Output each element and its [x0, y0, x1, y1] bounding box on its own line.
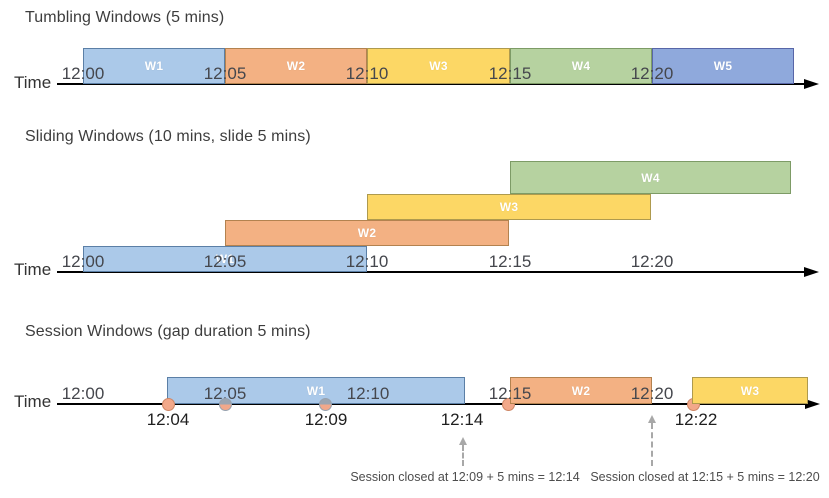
window-box-tumbling-w4: W4: [510, 48, 652, 84]
dashed-arrow-shaft: [651, 423, 653, 466]
axis-tick-label: 12:10: [345, 64, 389, 83]
window-label: W4: [641, 170, 660, 185]
axis-tick-label: 12:00: [61, 384, 105, 403]
sliding-time-axis-label: Time: [14, 260, 52, 279]
window-box-sliding-w2: W2: [225, 220, 509, 246]
event-time-label: 12:22: [674, 410, 718, 429]
dashed-arrow-shaft: [462, 445, 464, 466]
axis-tick-label: 12:20: [630, 384, 674, 403]
window-label: W4: [571, 59, 591, 73]
axis-tick-label: 12:20: [630, 64, 674, 83]
sliding-axis-arrowhead-icon: [804, 266, 819, 277]
window-label: W1: [215, 252, 235, 266]
dashed-arrow-head-icon: [458, 437, 467, 445]
tumbling-time-axis: [57, 83, 805, 85]
axis-tick-label: 12:05: [203, 384, 247, 403]
event-time-label: 12:09: [304, 410, 348, 429]
window-box-session-w3: W3: [692, 377, 808, 404]
session-time-axis: [57, 403, 806, 405]
window-box-sliding-w4: W4: [510, 161, 791, 194]
window-box-tumbling-w2: W2: [225, 48, 367, 84]
window-label: W3: [499, 200, 519, 214]
dashed-arrow-head-icon: [647, 415, 656, 423]
axis-tick-label: 12:20: [630, 252, 674, 271]
axis-tick-label: 12:15: [488, 252, 532, 271]
window-label: W3: [429, 59, 448, 73]
session-annotation: Session closed at 12:09 + 5 mins = 12:14: [350, 470, 580, 484]
axis-tick-label: 12:05: [203, 64, 247, 83]
window-box-sliding-w1: W1: [83, 246, 367, 272]
axis-tick-label: 12:10: [346, 384, 390, 403]
session-time-axis-label: Time: [14, 392, 52, 411]
window-box-tumbling-w1: W1: [83, 48, 225, 84]
tumbling-time-axis-label: Time: [14, 73, 52, 92]
event-time-label: 12:14: [440, 410, 484, 429]
window-label: W1: [144, 59, 164, 73]
window-label: W2: [571, 383, 591, 398]
window-label: W2: [286, 59, 306, 73]
session-axis-arrowhead-icon: [805, 398, 820, 409]
axis-tick-label: 12:15: [488, 384, 532, 403]
axis-tick-label: 12:00: [61, 64, 105, 83]
session-section-title: Session Windows (gap duration 5 mins): [25, 323, 311, 340]
tumbling-axis-arrowhead-icon: [804, 78, 819, 89]
window-label: W2: [357, 226, 377, 240]
tumbling-section-title: Tumbling Windows (5 mins): [25, 9, 225, 26]
sliding-time-axis: [57, 271, 805, 273]
window-box-session-w2: W2: [510, 377, 652, 404]
axis-tick-label: 12:15: [488, 64, 532, 83]
window-box-tumbling-w5: W5: [652, 48, 794, 84]
window-box-session-w1: W1: [167, 377, 465, 404]
window-box-tumbling-w3: W3: [367, 48, 510, 84]
sliding-section-title: Sliding Windows (10 mins, slide 5 mins): [25, 128, 311, 145]
event-time-label: 12:04: [146, 410, 190, 429]
axis-tick-label: 12:00: [61, 252, 105, 271]
session-annotation: Session closed at 12:15 + 5 mins = 12:20: [590, 470, 820, 484]
axis-tick-label: 12:10: [345, 252, 389, 271]
window-label: W5: [713, 59, 733, 73]
window-label: W3: [740, 383, 760, 398]
axis-tick-label: 12:05: [203, 252, 247, 271]
window-label: W1: [306, 383, 326, 398]
window-box-sliding-w3: W3: [367, 194, 651, 220]
